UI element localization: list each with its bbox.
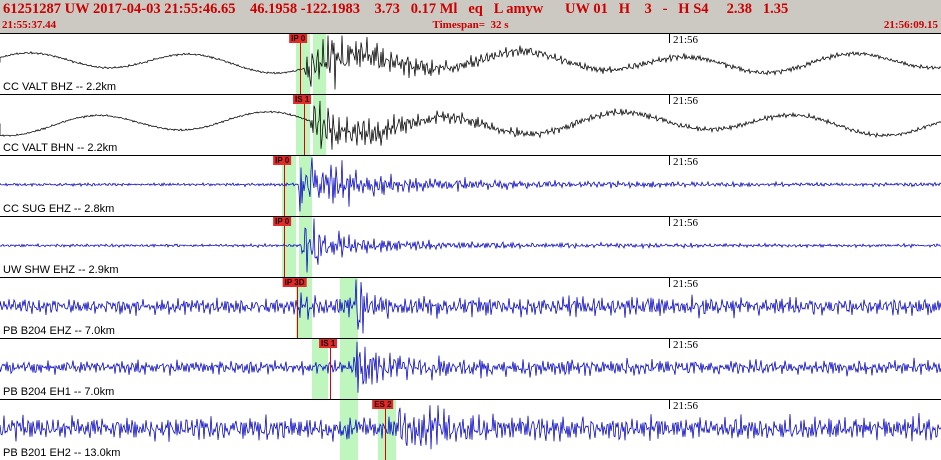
window-end-time: 21:56:09.15 [883, 19, 938, 31]
station-label: CC SUG EHZ -- 2.8km [3, 203, 115, 215]
pick-highlight-band [296, 278, 312, 338]
waveform[interactable] [0, 339, 941, 399]
station-label: PB B204 EH1 -- 7.0km [3, 386, 115, 398]
pick-line [300, 34, 301, 94]
pick-highlight-band [296, 34, 310, 94]
minute-tick [669, 339, 670, 348]
pick-flag[interactable]: ES 2 [372, 400, 394, 409]
station-label: CC VALT BHN -- 2.2km [3, 142, 118, 154]
minute-label: 21:56 [673, 278, 699, 290]
minute-tick [669, 217, 670, 226]
trace-row-2[interactable]: IP 0 21:56 CC SUG EHZ -- 2.8km [0, 155, 941, 216]
waveform[interactable] [0, 400, 941, 460]
pick-highlight-band [340, 278, 358, 338]
trace-row-3[interactable]: IP 0 21:56 UW SHW EHZ -- 2.9km [0, 216, 941, 277]
pick-line [284, 217, 285, 277]
pick-highlight-band [282, 217, 296, 277]
pick-highlight-band [340, 400, 358, 460]
trace-row-1[interactable]: IS 1 21:56 CC VALT BHN -- 2.2km [0, 94, 941, 155]
minute-tick [669, 95, 670, 104]
minute-tick [669, 34, 670, 43]
minute-tick [669, 156, 670, 165]
pick-flag[interactable]: IS 1 [319, 339, 338, 348]
pick-highlight-band [340, 339, 358, 399]
station-label: PB B204 EHZ -- 7.0km [3, 325, 115, 337]
pick-flag[interactable]: IP 0 [273, 217, 292, 226]
minute-label: 21:56 [673, 339, 699, 351]
pick-line [304, 95, 305, 155]
minute-label: 21:56 [673, 400, 699, 412]
pick-line [385, 400, 386, 460]
pick-highlight-band [378, 400, 396, 460]
minute-label: 21:56 [673, 217, 699, 229]
minute-label: 21:56 [673, 34, 699, 46]
pick-flag[interactable]: IP 3D [282, 278, 307, 287]
window-start-time: 21:55:37.44 [2, 19, 57, 31]
minute-label: 21:56 [673, 95, 699, 107]
pick-flag[interactable]: IP 0 [273, 156, 292, 165]
pick-line [284, 156, 285, 216]
pick-highlight-band [296, 95, 310, 155]
waveform[interactable] [0, 95, 941, 155]
pick-highlight-band [282, 156, 296, 216]
timespan-label: Timespan= 32 s [432, 19, 509, 31]
trace-row-5[interactable]: IS 1 21:56 PB B204 EH1 -- 7.0km [0, 338, 941, 399]
event-header: 61251287 UW 2017-04-03 21:55:46.65 46.19… [0, 0, 941, 19]
minute-tick [669, 278, 670, 287]
trace-row-0[interactable]: IP 0 21:56 CC VALT BHZ -- 2.2km [0, 33, 941, 94]
pick-line [297, 278, 298, 338]
pick-flag[interactable]: IP 0 [289, 34, 308, 43]
trace-row-4[interactable]: IP 3D 21:56 PB B204 EHZ -- 7.0km [0, 277, 941, 338]
time-bar: 21:55:37.44 Timespan= 32 s 21:56:09.15 [0, 19, 941, 33]
pick-highlight-band [299, 217, 312, 277]
pick-highlight-band [313, 95, 326, 155]
trace-row-6[interactable]: ES 2 21:56 PB B201 EH2 -- 13.0km [0, 399, 941, 460]
station-label: CC VALT BHZ -- 2.2km [3, 81, 117, 93]
waveform[interactable] [0, 217, 941, 277]
minute-tick [669, 400, 670, 409]
waveform[interactable] [0, 156, 941, 216]
trace-panel: IP 0 21:56 CC VALT BHZ -- 2.2km IS 1 21:56 CC… [0, 33, 941, 460]
pick-highlight-band [312, 339, 328, 399]
waveform[interactable] [0, 34, 941, 94]
station-label: PB B201 EH2 -- 13.0km [3, 447, 121, 459]
minute-label: 21:56 [673, 156, 699, 168]
waveform[interactable] [0, 278, 941, 338]
pick-line [330, 339, 331, 399]
pick-flag[interactable]: IS 1 [293, 95, 312, 104]
station-label: UW SHW EHZ -- 2.9km [3, 264, 119, 276]
